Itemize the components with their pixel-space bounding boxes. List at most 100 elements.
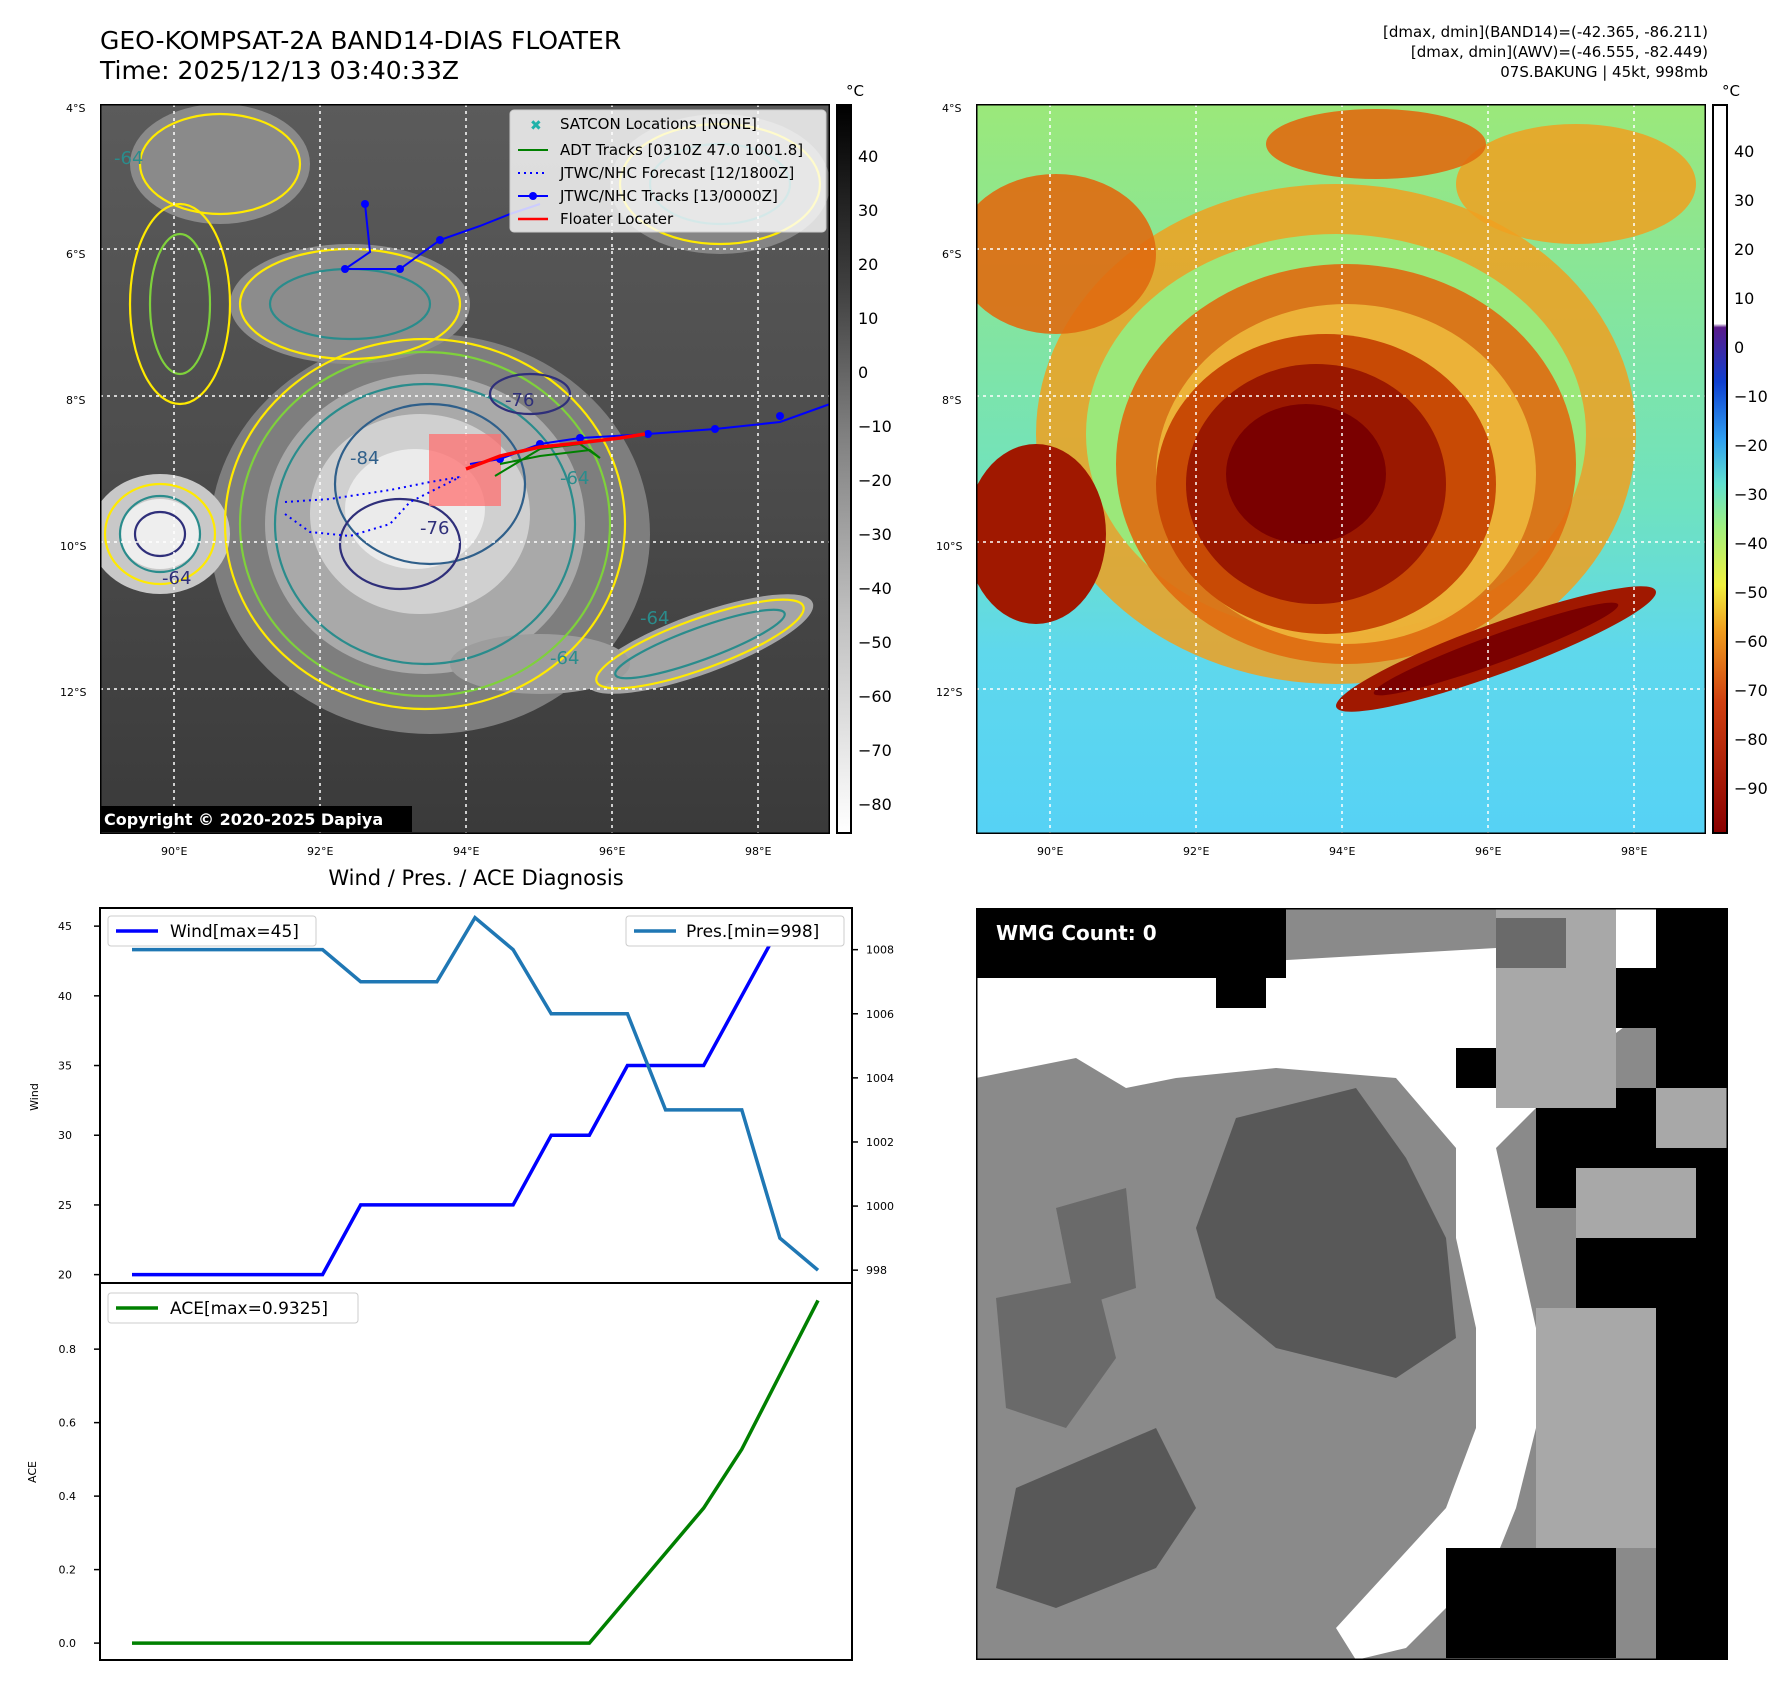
awv-cb-tick: −20	[1734, 436, 1768, 455]
pres-tick-label: 998	[866, 1264, 887, 1277]
awv-lon-tick: 90°E	[1037, 845, 1064, 858]
ir-lon-tick: 96°E	[599, 845, 626, 858]
contour-label: -76	[505, 390, 534, 411]
ir-cb-tick: −10	[858, 417, 892, 436]
info-storm: 07S.BAKUNG | 45kt, 998mb	[1500, 63, 1708, 81]
info-block: [dmax, dmin](BAND14)=(-42.365, -86.211) …	[1383, 22, 1708, 82]
pres-legend-label: Pres.[min=998]	[686, 922, 819, 942]
contour-label: -76	[420, 518, 449, 539]
contour-label: -64	[162, 568, 191, 589]
ir-legend: ✖ SATCON Locations [NONE] ADT Tracks [03…	[509, 109, 827, 233]
floater-box	[429, 434, 501, 506]
wind-axis-label: Wind	[28, 1083, 41, 1111]
contour-label: -64	[640, 608, 669, 629]
adt-track	[494, 442, 601, 477]
awv-lat-tick: 12°S	[936, 686, 963, 699]
ir-lat-tick: 6°S	[66, 248, 86, 261]
info-band14: [dmax, dmin](BAND14)=(-42.365, -86.211)	[1383, 23, 1708, 41]
awv-cb-tick: 10	[1734, 289, 1755, 308]
legend-satcon: SATCON Locations [NONE]	[560, 115, 757, 133]
ace-legend-box	[107, 1292, 359, 1324]
wind-tick-label: 25	[58, 1199, 72, 1212]
ir-lat-tick: 10°S	[60, 540, 87, 553]
awv-cb-tick: −80	[1734, 730, 1768, 749]
ir-lon-tick: 90°E	[161, 845, 188, 858]
wmg-panel: WMG Count: 0	[974, 906, 1730, 1662]
ir-map: -64 -64 -76 -84 -76 -64 -64 -64	[90, 102, 832, 836]
pres-tick-label: 1000	[866, 1200, 894, 1213]
ir-lon-tick: 94°E	[453, 845, 480, 858]
jtwc-track	[469, 403, 831, 465]
wind-series-line	[132, 924, 818, 1277]
awv-cb-tick: 0	[1734, 338, 1745, 357]
awv-cb-tick: −90	[1734, 779, 1768, 798]
awv-lon-tick: 98°E	[1621, 845, 1648, 858]
awv-map-grid	[976, 104, 1706, 834]
awv-cb-tick: 30	[1734, 191, 1755, 210]
ir-cb-tick: 30	[858, 201, 879, 220]
contour-label: -84	[350, 448, 379, 469]
awv-lat-tick: 10°S	[936, 540, 963, 553]
awv-colorbar	[1712, 104, 1728, 834]
ir-cb-tick: −30	[858, 525, 892, 544]
awv-cb-tick: −60	[1734, 632, 1768, 651]
ace-tick-label: 0.6	[59, 1417, 77, 1430]
ir-cb-tick: −50	[858, 633, 892, 652]
ir-lat-tick: 12°S	[60, 686, 87, 699]
ir-lon-tick: 92°E	[307, 845, 334, 858]
floater-locater-track	[465, 432, 646, 471]
ir-colorbar-unit: °C	[846, 82, 864, 100]
forecast-track	[284, 476, 461, 503]
ir-cb-tick: 10	[858, 309, 879, 328]
ace-tick-label: 0.2	[59, 1564, 77, 1577]
awv-cb-tick: −50	[1734, 583, 1768, 602]
pressure-series-line	[132, 914, 820, 1272]
awv-lon-tick: 92°E	[1183, 845, 1210, 858]
awv-cb-tick: 40	[1734, 142, 1755, 161]
wind-tick-label: 35	[58, 1060, 72, 1073]
ir-cb-tick: 20	[858, 255, 879, 274]
info-awv: [dmax, dmin](AWV)=(-46.555, -82.449)	[1410, 43, 1708, 61]
wind-legend-box	[107, 915, 317, 947]
ace-tick-label: 0.8	[59, 1343, 77, 1356]
ir-cb-tick: 0	[858, 363, 869, 382]
wind-tick-label: 20	[58, 1269, 72, 1282]
pres-tick-label: 1002	[866, 1136, 894, 1149]
awv-cb-tick: −70	[1734, 681, 1768, 700]
legend-forecast: JTWC/NHC Forecast [12/1800Z]	[559, 164, 794, 182]
diagnosis-chart: 45 40 35 30 25 20 1008 1006 1004 1002 1000 998 Wind P…	[26, 907, 894, 1661]
awv-colorbar-unit: °C	[1722, 82, 1740, 100]
ir-lat-tick: 4°S	[66, 102, 86, 115]
ir-lon-tick: 98°E	[745, 845, 772, 858]
legend-jtwc-tracks: JTWC/NHC Tracks [13/0000Z]	[559, 187, 778, 205]
ir-cb-tick: −60	[858, 687, 892, 706]
ir-cb-tick: −80	[858, 795, 892, 814]
awv-cb-tick: −40	[1734, 534, 1768, 553]
awv-map	[956, 102, 1708, 836]
ir-cb-tick: 40	[858, 147, 879, 166]
ace-axis-label: ACE	[26, 1461, 39, 1483]
wind-tick-label: 30	[58, 1129, 72, 1142]
wind-tick-label: 40	[58, 990, 72, 1003]
legend-floater-locater: Floater Locater	[560, 210, 674, 228]
awv-cb-tick: −30	[1734, 485, 1768, 504]
svg-text:✖: ✖	[530, 118, 542, 134]
ace-tick-label: 0.0	[59, 1637, 77, 1650]
pres-tick-label: 1008	[866, 944, 894, 957]
wind-pres-axes	[99, 907, 853, 1284]
ace-tick-label: 0.4	[59, 1490, 77, 1503]
contour-label: -64	[550, 648, 579, 669]
ace-axes	[99, 1282, 853, 1661]
diagnosis-title: Wind / Pres. / ACE Diagnosis	[328, 866, 624, 890]
wmg-map: WMG Count: 0	[974, 906, 1730, 1662]
ir-cb-tick: −70	[858, 741, 892, 760]
wmg-count-label: WMG Count: 0	[996, 921, 1157, 945]
pres-tick-label: 1004	[866, 1072, 894, 1085]
wind-tick-label: 45	[58, 920, 72, 933]
pres-legend-box	[625, 915, 845, 947]
legend-adt: ADT Tracks [0310Z 47.0 1001.8]	[560, 141, 803, 159]
ir-cb-tick: −20	[858, 471, 892, 490]
copyright-label: Copyright © 2020-2025 Dapiya	[104, 810, 383, 829]
ir-cb-tick: −40	[858, 579, 892, 598]
awv-lat-tick: 6°S	[942, 248, 962, 261]
